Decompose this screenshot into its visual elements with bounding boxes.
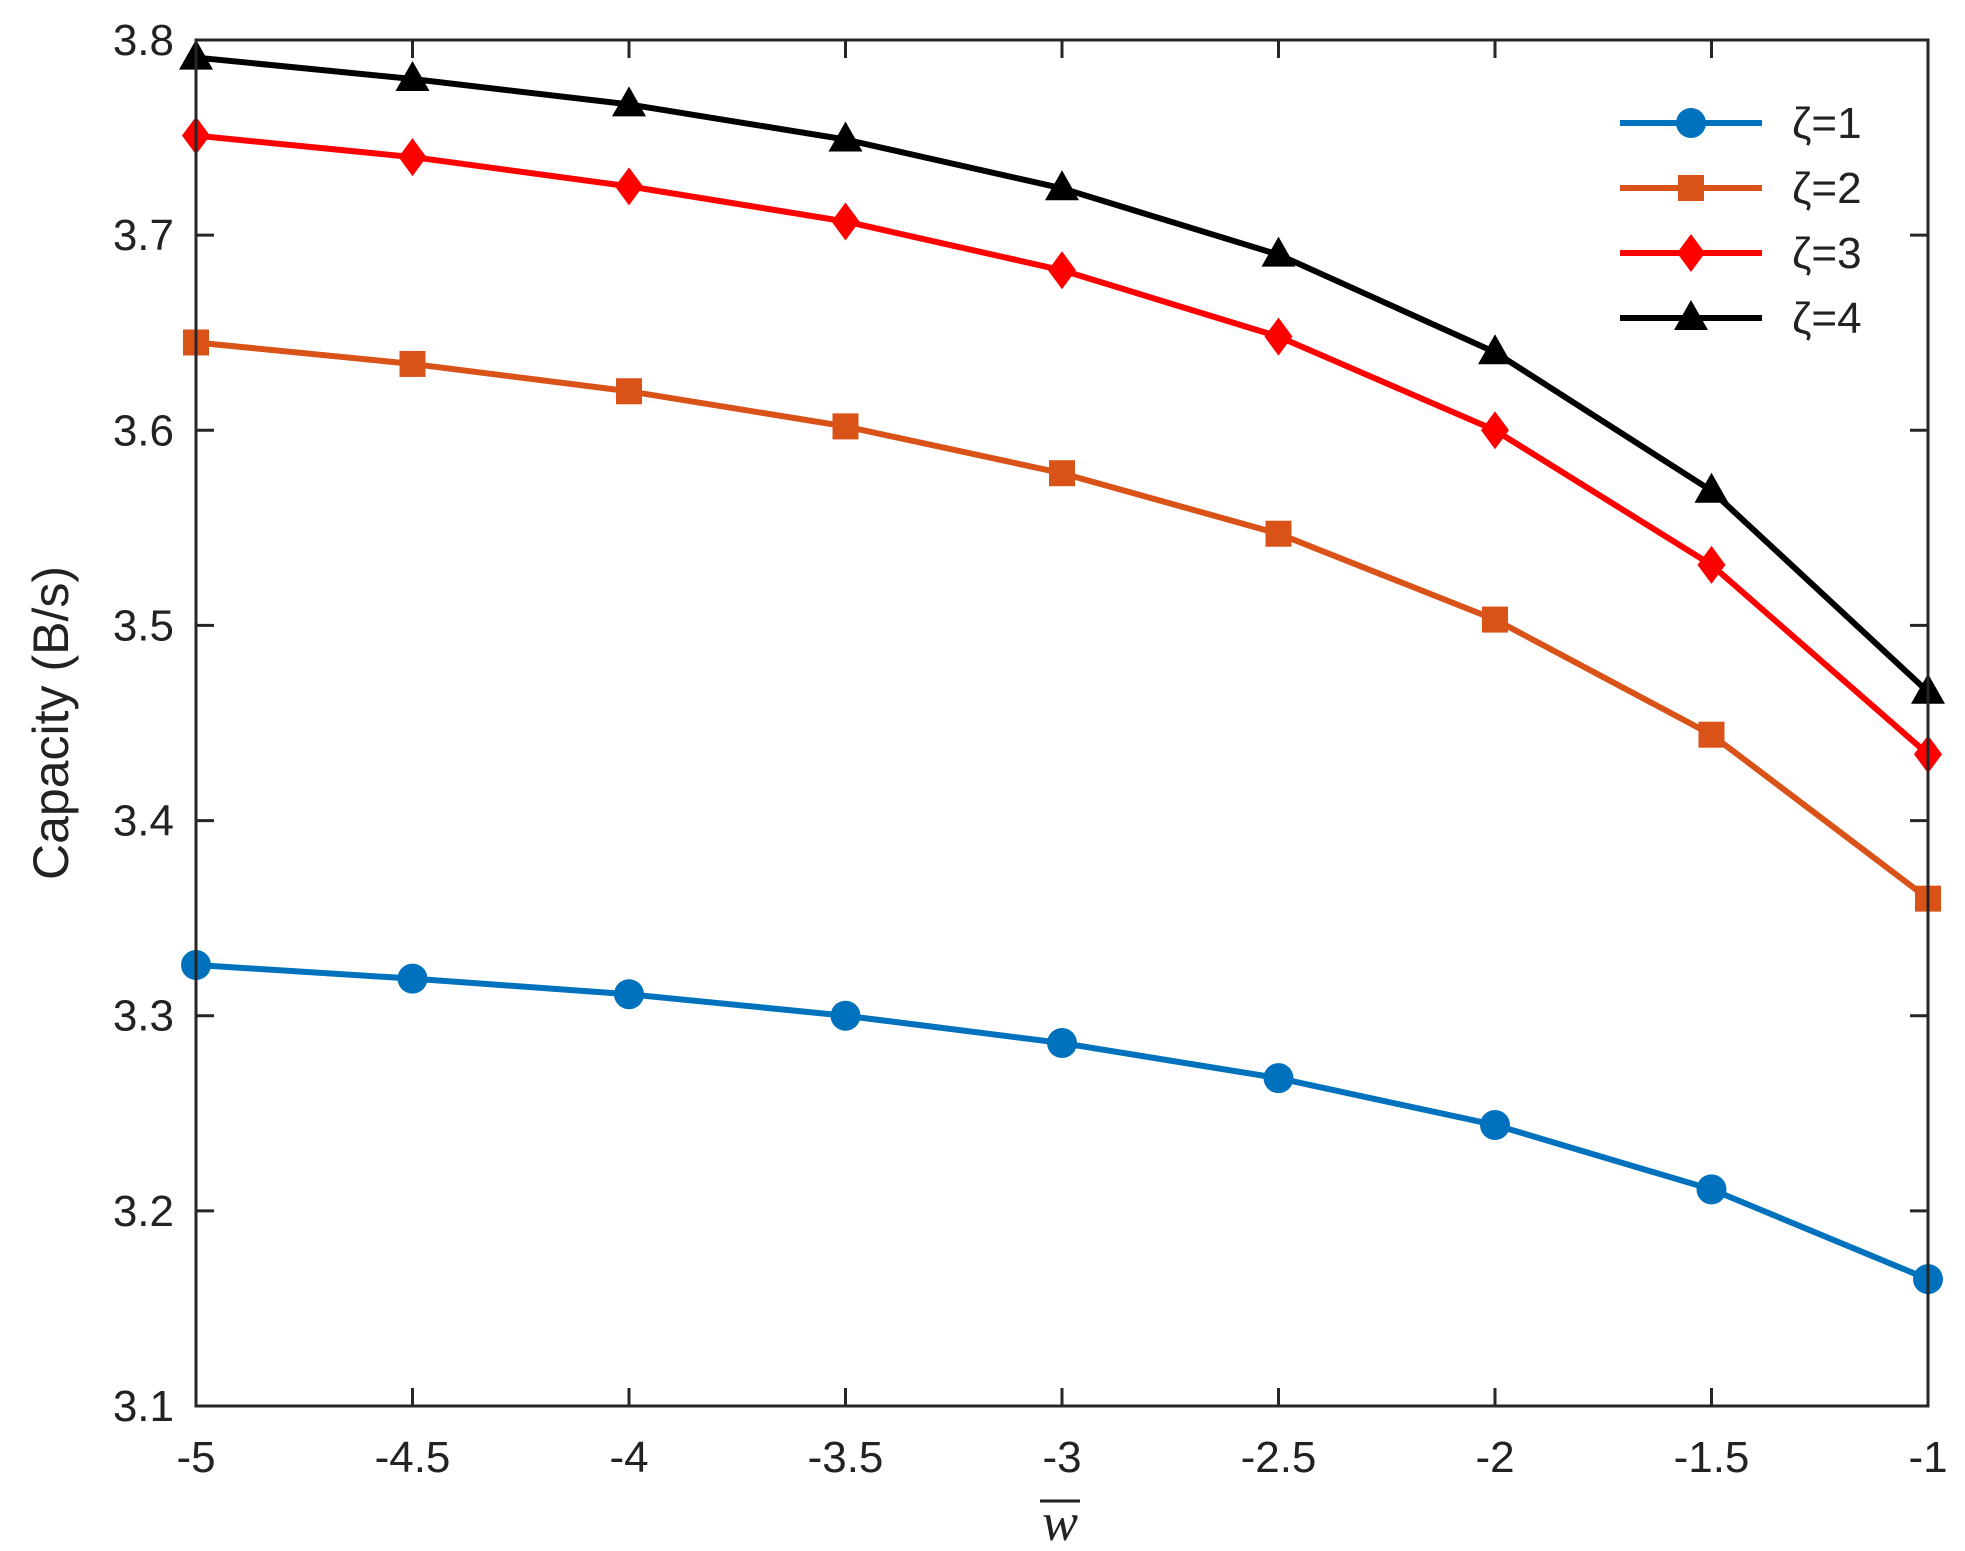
legend-entry-3: ζ=3 xyxy=(1620,229,1862,278)
series-3-point xyxy=(1048,251,1076,290)
series-1-point xyxy=(830,1000,861,1031)
series-4-point xyxy=(1694,472,1729,503)
plot-background xyxy=(196,40,1928,1406)
x-tick-label: -5 xyxy=(176,1433,215,1482)
x-axis-label-text: w xyxy=(1042,1492,1078,1551)
series-layer xyxy=(179,39,1945,1295)
x-tick-label: -1.5 xyxy=(1674,1433,1750,1482)
y-tick-label: 3.4 xyxy=(113,797,174,846)
legend-marker xyxy=(1676,108,1706,138)
y-tick-label: 3.1 xyxy=(113,1382,174,1431)
y-tick-label: 3.7 xyxy=(113,211,174,260)
x-tick-label: -1 xyxy=(1908,1433,1947,1482)
series-2-point xyxy=(399,350,426,377)
series-3-point xyxy=(615,167,643,206)
x-tick-label: -2 xyxy=(1475,1433,1514,1482)
series-4-point xyxy=(1045,170,1079,201)
legend-label: ζ=4 xyxy=(1792,294,1862,343)
series-2-point xyxy=(1482,606,1508,633)
y-tick-label: 3.8 xyxy=(113,16,174,65)
legend-entry-4: ζ=4 xyxy=(1620,294,1862,343)
x-tick-label: -4.5 xyxy=(375,1433,451,1482)
x-tick-label: -2.5 xyxy=(1241,1433,1317,1482)
x-tick-label: -4 xyxy=(609,1433,648,1482)
x-axis-label: w xyxy=(1040,1492,1080,1551)
series-1 xyxy=(181,949,1943,1295)
series-3-point xyxy=(1697,545,1726,584)
x-tick-label: -3.5 xyxy=(808,1433,884,1482)
legend-marker xyxy=(1677,234,1705,272)
tick-layer: -5 -4.5 -4 -3.5 -3 -2.5 -2 -1.5 -1 3.1 3.2 3.3 3.4 3.… xyxy=(113,16,1948,1482)
legend-label: ζ=3 xyxy=(1792,229,1862,278)
x-tick-label: -3 xyxy=(1042,1433,1081,1482)
series-2-point xyxy=(1698,721,1725,748)
series-1-point xyxy=(1263,1063,1294,1094)
series-2-point xyxy=(616,378,642,405)
y-tick-label: 3.6 xyxy=(113,406,174,455)
series-4-point xyxy=(612,86,646,117)
series-4-point xyxy=(828,121,863,152)
series-3-point xyxy=(1481,411,1509,450)
legend-entry-2: ζ=2 xyxy=(1620,164,1862,213)
series-1-point xyxy=(1047,1028,1077,1059)
y-axis-label: Capacity (B/s) xyxy=(23,566,79,880)
series-1-point xyxy=(397,963,428,994)
series-1-point xyxy=(1696,1174,1727,1205)
legend-marker xyxy=(1678,175,1704,201)
legend-entry-1: ζ=1 xyxy=(1620,99,1862,148)
series-3-point xyxy=(398,138,427,177)
y-tick-label: 3.3 xyxy=(113,992,174,1041)
series-3 xyxy=(182,116,1942,774)
y-tick-label: 3.2 xyxy=(113,1187,174,1236)
series-2-point xyxy=(832,413,859,440)
series-2 xyxy=(183,329,1941,912)
series-2-point xyxy=(1265,520,1292,547)
series-3-point xyxy=(831,202,860,241)
legend-label: ζ=2 xyxy=(1792,164,1862,213)
legend: ζ=1 ζ=2 ζ=3 ζ=4 xyxy=(1620,99,1862,343)
series-4-point xyxy=(395,61,430,92)
series-1-point xyxy=(1480,1109,1510,1140)
series-3-point xyxy=(1264,317,1293,356)
series-4-point xyxy=(1261,236,1296,267)
legend-marker xyxy=(1674,300,1708,330)
y-tick-label: 3.5 xyxy=(113,601,174,650)
series-4-point xyxy=(1478,334,1512,365)
series-1-point xyxy=(614,979,644,1010)
legend-label: ζ=1 xyxy=(1792,99,1862,148)
series-2-point xyxy=(1049,460,1075,487)
